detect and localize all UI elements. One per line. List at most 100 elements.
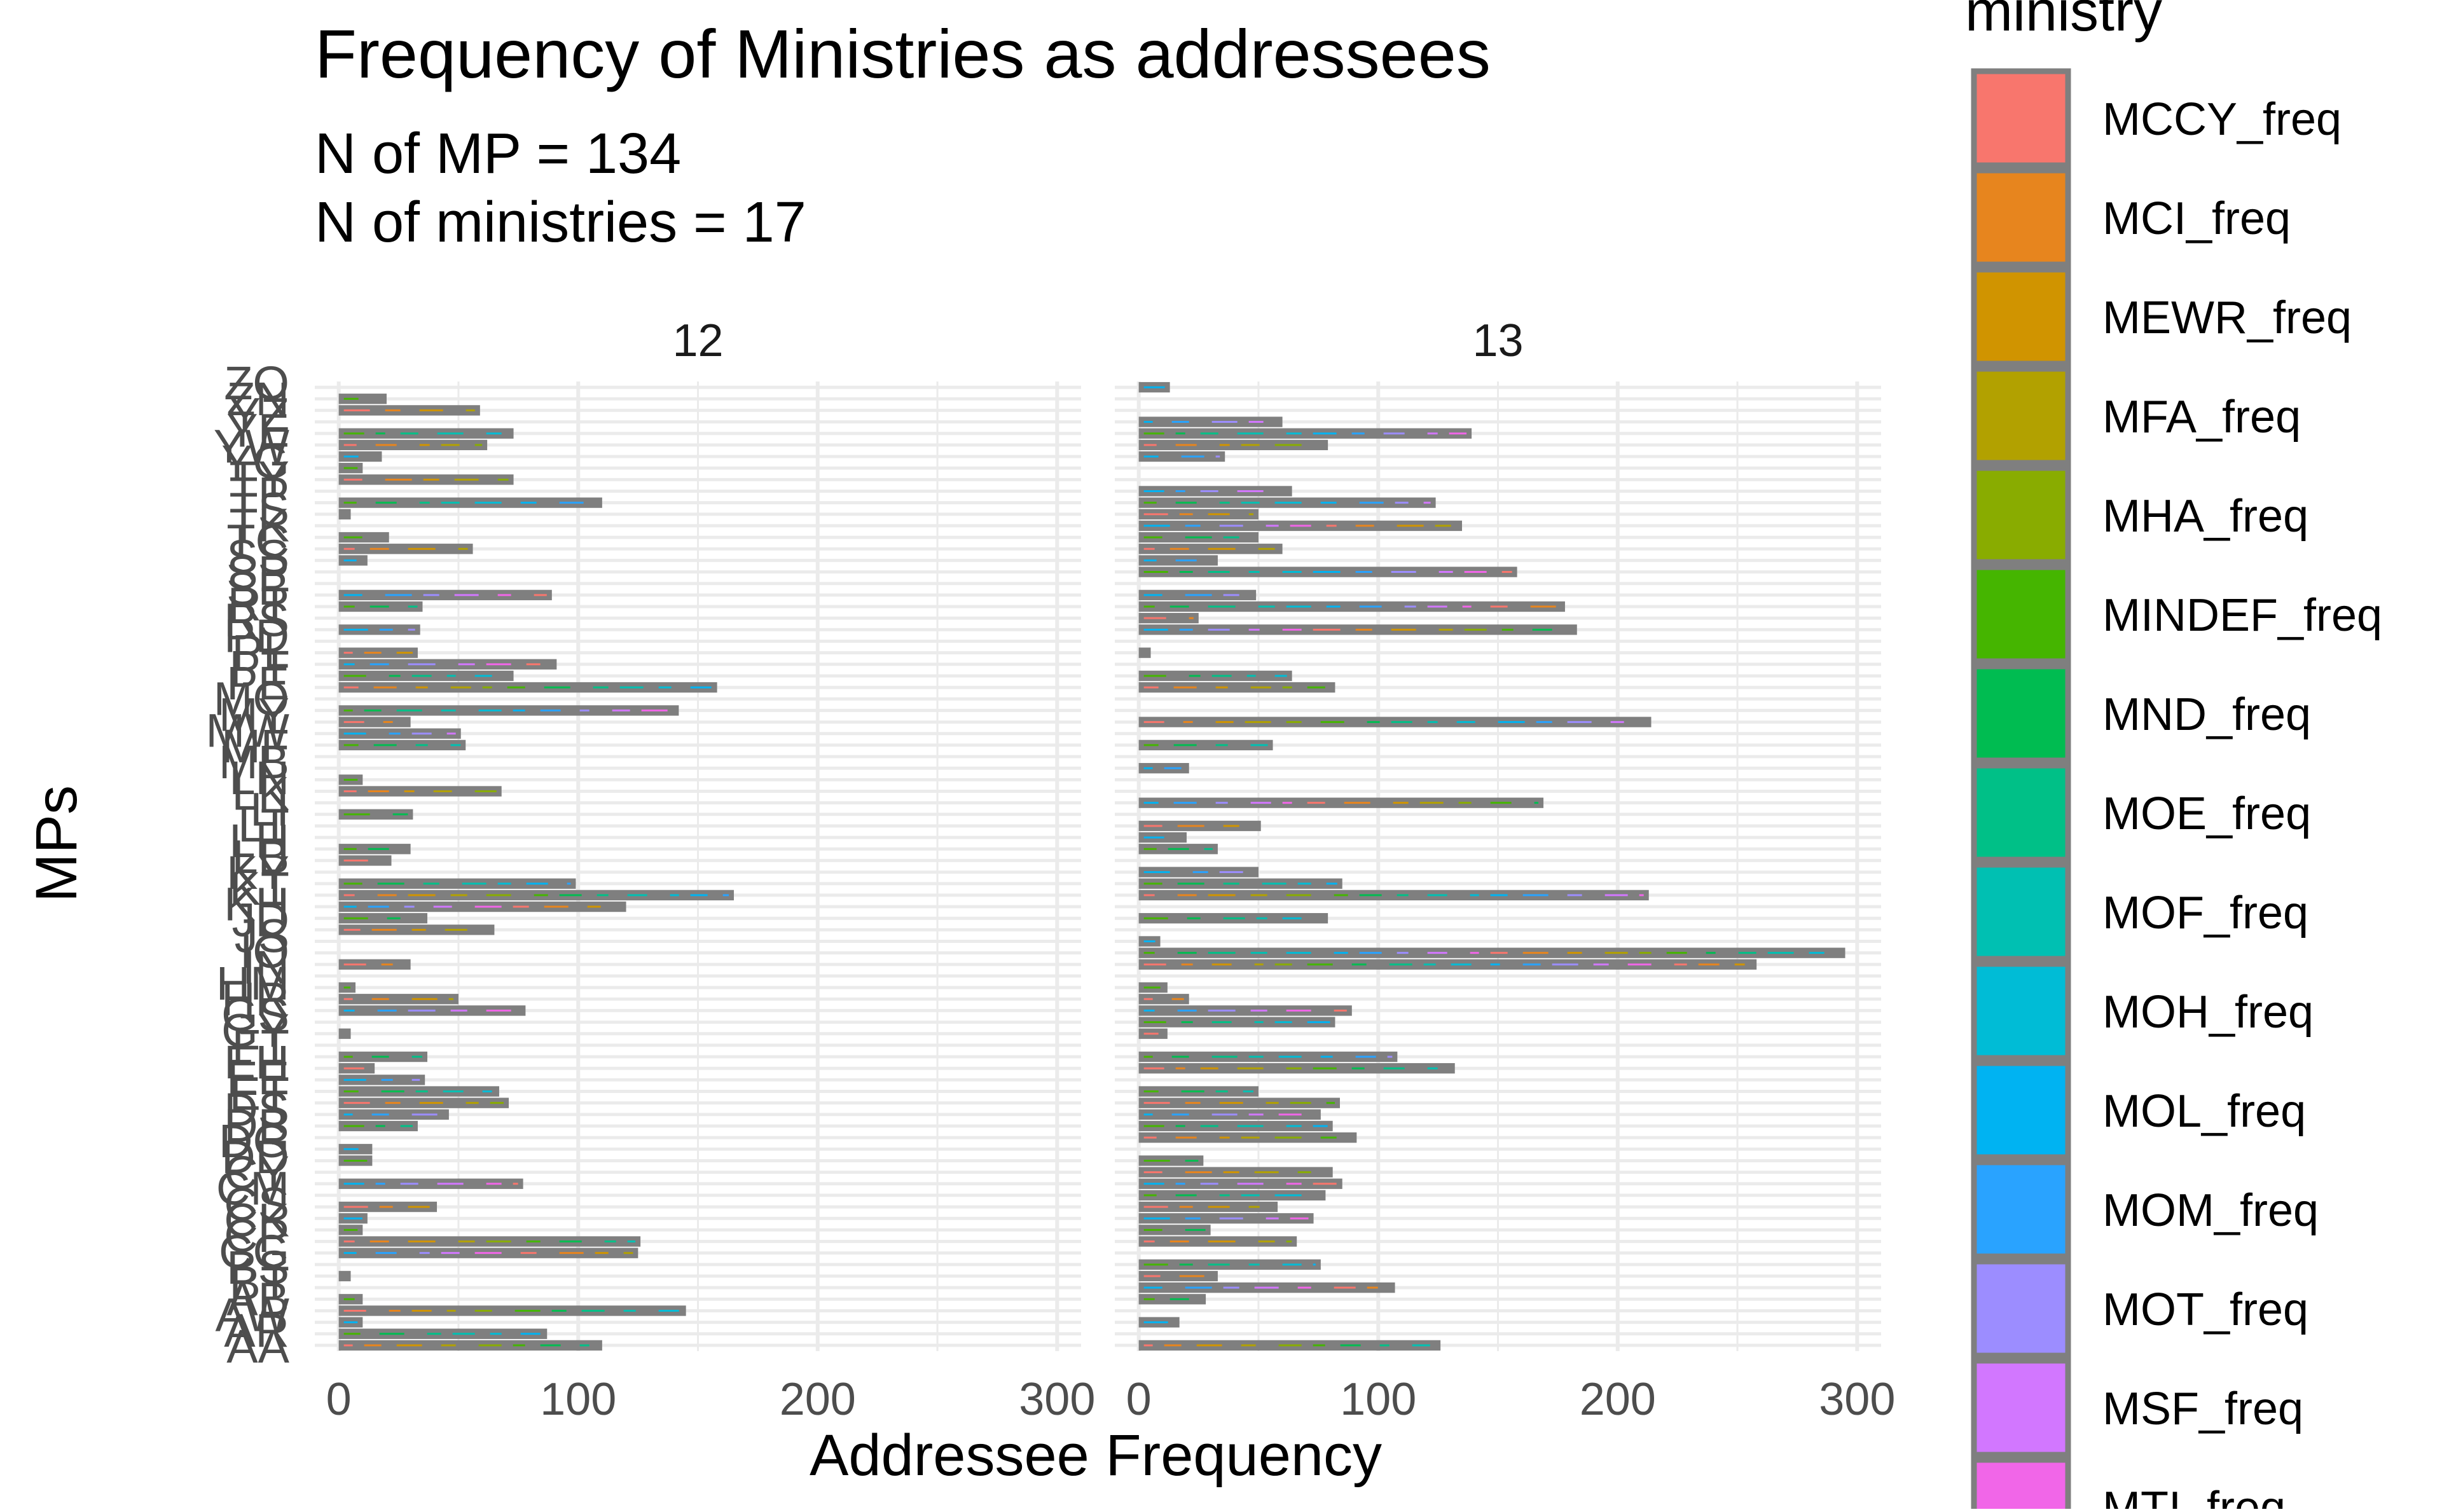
bar-13-28 [1138,1017,1335,1027]
bar-13-74 [1138,486,1292,497]
bar-12-16 [338,1155,373,1166]
facet-strip-label-12: 12 [672,315,723,366]
bar-12-25 [338,1051,427,1062]
bar-12-39 [338,890,734,901]
bar-fill [1138,601,1565,612]
y-tick-label: AB [226,1272,289,1325]
bar-fill [338,959,411,970]
bar-12-10 [338,1225,363,1235]
y-tick-label: SP [226,546,289,599]
bar-12-38 [338,901,626,912]
bar-13-4 [1138,1294,1206,1305]
x-tick-label-13-100: 100 [1340,1374,1416,1425]
y-tick-label: JD [232,893,289,946]
bar-13-69 [1138,544,1283,554]
y-tick-label: CS [224,1178,289,1230]
legend-swatch [1971,167,2071,268]
bar-13-73 [1138,497,1436,508]
bar-12-21 [338,1097,509,1108]
y-tick-label: BT [229,1257,289,1310]
bar-12-12 [338,1201,438,1213]
bar-12-6 [338,1270,351,1282]
panel-13: 0 100 200 300 [1115,381,1895,1425]
legend-label: MSF_freq [2102,1384,2303,1434]
legend-item-MHA_freq: MHA_freq [1971,465,2308,565]
bar-fill [1138,797,1544,808]
bar-fill [338,913,427,924]
bar-13-9 [1138,1236,1297,1247]
bar-12-58 [338,670,514,682]
legend-swatch [1971,366,2071,466]
bar-13-15 [1138,1167,1333,1178]
bar-fill [1138,647,1151,658]
bar-13-33 [1138,959,1757,970]
bar-13-68 [1138,555,1218,566]
bar-12-70 [338,532,389,543]
y-tick-label: MF [221,720,289,773]
bar-fill [1138,739,1273,751]
y-tick-label: IO [240,925,289,978]
bar-13-39 [1138,890,1649,901]
y-tick-label: LT [238,799,289,851]
y-tick-label: DG [219,1115,289,1167]
panel-12: 0 100 200 300 [315,381,1095,1425]
y-tick-label: TK [229,499,289,552]
bar-12-3 [338,1305,686,1316]
bar-13-62 [1138,624,1577,635]
bar-fill [338,1109,449,1120]
legend-item-MCCY_freq: MCCY_freq [1971,68,2342,168]
bar-fill [1138,439,1328,451]
legend-item-MOF_freq: MOF_freq [1971,862,2308,962]
x-tick-label-12-100: 100 [540,1374,616,1425]
y-tick-label: TS [229,483,289,536]
y-tick-label: PT [229,641,289,694]
bar-fill [338,1270,351,1282]
legend-item-MOM_freq: MOM_freq [1971,1159,2319,1260]
bar-fill [1138,994,1189,1005]
bar-fill [1138,1270,1218,1282]
bar-13-18 [1138,1132,1357,1143]
y-tick-label: TC [226,514,289,567]
bar-13-5 [1138,1282,1395,1293]
bar-fill [1138,1259,1321,1270]
y-tick-label: DB [224,1099,289,1151]
bar-13-31 [1138,982,1168,993]
y-axis-title: MPs [24,785,89,902]
legend-label: MFA_freq [2102,392,2301,443]
bar-12-54 [338,717,411,727]
legend-label: MOE_freq [2102,788,2311,839]
bar-fill [338,532,389,543]
bar-12-1 [338,1328,548,1339]
bar-12-75 [338,474,514,485]
bar-12-48 [338,786,502,797]
bar-12-79 [338,428,514,439]
bar-12-78 [338,439,488,451]
bar-fill [1138,959,1757,970]
bar-fill [1138,878,1342,889]
x-tick-label-13-200: 200 [1580,1374,1656,1425]
bar-12-19 [338,1120,418,1132]
bar-13-19 [1138,1120,1333,1132]
y-tick-label: PL [231,625,289,678]
bar-13-20 [1138,1109,1321,1120]
bar-fill [338,809,413,820]
bar-12-11 [338,1213,368,1224]
chart-subtitle-line-1: N of MP = 134 [315,122,681,186]
bar-12-31 [338,982,356,993]
bar-12-22 [338,1086,499,1097]
legend-label: MTI_freq [2102,1483,2286,1509]
bar-fill [338,717,411,727]
bar-12-27 [338,1028,351,1039]
y-tick-label: HR [221,973,289,1026]
y-tick-label: HM [216,957,289,1010]
legend-label: MOT_freq [2102,1284,2308,1335]
bar-12-42 [338,855,392,866]
bar-13-72 [1138,509,1259,519]
y-tick-label: MW [206,704,290,757]
bar-12-4 [338,1294,363,1305]
legend-swatch [1971,1159,2071,1260]
bar-fill [338,878,576,889]
bar-fill [338,428,514,439]
x-tick-label-12-0: 0 [326,1374,352,1425]
chart-title: Frequency of Ministries as addressees [315,15,1491,92]
